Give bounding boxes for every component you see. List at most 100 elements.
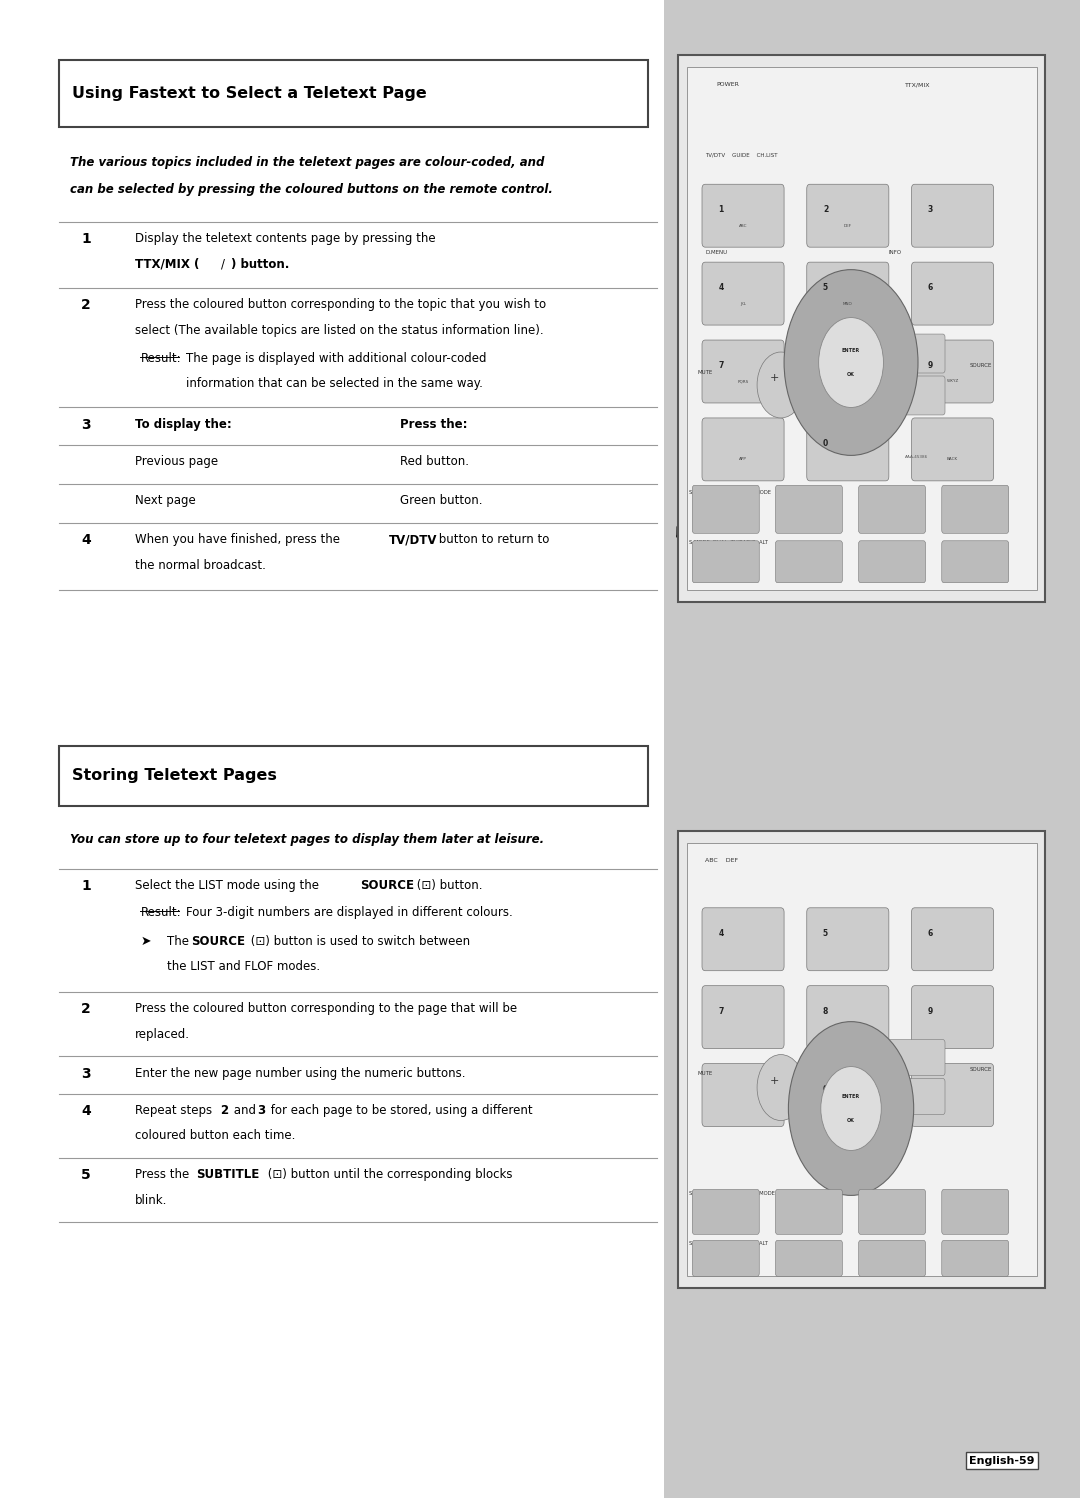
FancyBboxPatch shape [912,418,994,481]
Text: When you have finished, press the: When you have finished, press the [135,533,343,547]
Text: The: The [167,935,193,948]
Text: ➤: ➤ [140,935,151,948]
Text: /: / [221,258,226,271]
Text: Result:: Result: [140,352,181,366]
Text: 5: 5 [81,1168,91,1182]
Text: coloured button each time.: coloured button each time. [135,1129,295,1143]
Text: OK: OK [847,372,855,377]
Text: replaced.: replaced. [135,1028,190,1041]
Text: PQRS: PQRS [738,379,748,383]
FancyBboxPatch shape [912,184,994,247]
Circle shape [819,318,883,407]
Text: 8: 8 [823,361,828,370]
Text: JKL: JKL [740,301,746,306]
Text: The various topics included in the teletext pages are colour-coded, and: The various topics included in the telet… [70,156,544,169]
Text: Four 3-digit numbers are displayed in different colours.: Four 3-digit numbers are displayed in di… [186,906,513,920]
Text: SUBTITLE: SUBTITLE [197,1168,260,1182]
FancyBboxPatch shape [807,908,889,971]
Text: S.MODE  DUAL  TV/RADIO  ALT: S.MODE DUAL TV/RADIO ALT [689,539,768,544]
Text: S.MODE  DUAL  TV/RADIO  ALT: S.MODE DUAL TV/RADIO ALT [689,1240,768,1245]
Text: OK: OK [847,1118,855,1124]
FancyBboxPatch shape [59,746,648,806]
Text: Storing Teletext Pages: Storing Teletext Pages [72,768,278,783]
FancyBboxPatch shape [859,1240,926,1276]
Text: TV/DTV: TV/DTV [389,533,437,547]
Text: Next page: Next page [135,494,195,508]
Text: SUBTITLE  P.SIZE  SLEEP  P.MODE: SUBTITLE P.SIZE SLEEP P.MODE [689,1191,775,1195]
FancyBboxPatch shape [881,376,945,415]
Text: TTX/MIX (: TTX/MIX ( [135,258,200,271]
Text: BACK: BACK [947,457,958,461]
Text: 6: 6 [928,283,933,292]
Text: 9: 9 [928,1007,933,1016]
Text: information that can be selected in the same way.: information that can be selected in the … [186,377,483,391]
Text: 8: 8 [823,1007,828,1016]
FancyBboxPatch shape [881,1079,945,1115]
FancyBboxPatch shape [881,334,945,373]
Text: 5: 5 [823,283,828,292]
FancyBboxPatch shape [687,67,1037,590]
Circle shape [784,270,918,455]
Text: (⊡) button is used to switch between: (⊡) button is used to switch between [247,935,471,948]
Text: SUBTITLE  SIZE  SLEEP  P.MODE: SUBTITLE SIZE SLEEP P.MODE [689,490,771,494]
Text: Display the teletext contents page by pressing the: Display the teletext contents page by pr… [135,232,435,246]
Text: 3: 3 [81,418,91,431]
Circle shape [757,1055,805,1121]
Text: MNO: MNO [842,301,853,306]
Text: English-59: English-59 [969,1456,1035,1465]
FancyBboxPatch shape [775,1240,842,1276]
FancyBboxPatch shape [912,908,994,971]
FancyBboxPatch shape [807,986,889,1049]
Text: APP: APP [739,457,747,461]
FancyBboxPatch shape [912,986,994,1049]
Text: Press the coloured button corresponding to the page that will be: Press the coloured button corresponding … [135,1002,517,1016]
Text: +: + [770,1076,780,1086]
Text: SOURCE: SOURCE [360,879,414,893]
Bar [664,0,1080,1498]
Text: SOURCE: SOURCE [970,363,993,367]
Text: Select the LIST mode using the: Select the LIST mode using the [135,879,323,893]
FancyBboxPatch shape [807,184,889,247]
Text: 1: 1 [718,205,724,214]
Text: Using Fastext to Select a Teletext Page: Using Fastext to Select a Teletext Page [72,85,427,102]
Text: TV/DTV    GUIDE    CH.LIST: TV/DTV GUIDE CH.LIST [705,153,778,157]
Text: button to return to: button to return to [435,533,550,547]
FancyBboxPatch shape [692,541,759,583]
Text: can be selected by pressing the coloured buttons on the remote control.: can be selected by pressing the coloured… [70,183,553,196]
FancyBboxPatch shape [942,1189,1009,1234]
Text: ) button.: ) button. [231,258,289,271]
FancyBboxPatch shape [942,485,1009,533]
FancyBboxPatch shape [859,541,926,583]
Text: To display the:: To display the: [135,418,232,431]
FancyBboxPatch shape [702,184,784,247]
Text: blink.: blink. [135,1194,167,1207]
Text: 3: 3 [81,1067,91,1080]
FancyBboxPatch shape [59,60,648,127]
Text: 0: 0 [823,439,828,448]
Text: Green button.: Green button. [400,494,482,508]
Text: DEF: DEF [843,223,852,228]
Text: 1: 1 [81,879,91,893]
Text: (⊡) button until the corresponding blocks: (⊡) button until the corresponding block… [264,1168,512,1182]
FancyBboxPatch shape [692,485,759,533]
Text: 7: 7 [718,361,724,370]
Text: WXYZ: WXYZ [946,379,959,383]
Text: the LIST and FLOF modes.: the LIST and FLOF modes. [167,960,321,974]
Circle shape [757,352,805,418]
Text: the normal broadcast.: the normal broadcast. [135,559,266,572]
Text: 0: 0 [823,1085,828,1094]
Text: You can store up to four teletext pages to display them later at leisure.: You can store up to four teletext pages … [70,833,544,846]
FancyBboxPatch shape [859,1189,926,1234]
Text: 2: 2 [81,1002,91,1016]
Text: 2: 2 [823,205,828,214]
FancyBboxPatch shape [881,1040,945,1076]
Text: 3: 3 [257,1104,266,1118]
Text: MUTE: MUTE [698,370,713,374]
FancyBboxPatch shape [775,1189,842,1234]
FancyBboxPatch shape [678,55,1045,602]
Text: AAA-45386: AAA-45386 [905,455,929,460]
FancyBboxPatch shape [775,541,842,583]
Text: INFO: INFO [889,250,902,255]
Text: +: + [770,373,780,383]
Text: Previous page: Previous page [135,455,218,469]
